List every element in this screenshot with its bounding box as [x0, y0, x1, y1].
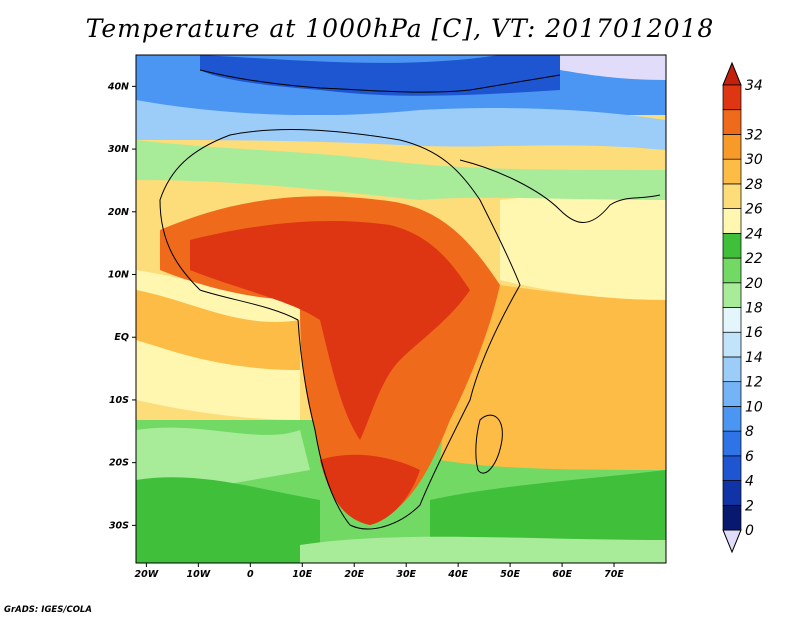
- lat-tick-label: 10N: [108, 270, 129, 281]
- colorbar-cell: [722, 208, 742, 234]
- lat-tick-label: 40N: [107, 81, 129, 92]
- colorbar-cell: [722, 307, 742, 333]
- equatorial-atlantic: [136, 290, 300, 370]
- colorbar-label: 26: [745, 202, 763, 218]
- map-plot-area: [136, 55, 666, 563]
- lon-tick-label: 10E: [292, 569, 312, 580]
- lat-tick-label: 10S: [109, 395, 129, 406]
- colorbar-label: 0: [745, 523, 754, 539]
- europe-coastline: [199, 69, 561, 93]
- lon-tick-label: 20E: [344, 569, 364, 580]
- south-africa-hot: [320, 454, 420, 525]
- colorbar-label: 24: [745, 226, 763, 242]
- latitude-ticks: 40N 30N 20N 10N EQ 10S 20S 30S: [107, 81, 136, 531]
- arabian-sea: [500, 195, 666, 300]
- longitude-ticks: 20W 10W 0 10E 20E 30E 40E 50E 60E 70E: [135, 563, 624, 580]
- colorbar-below-arrow: [722, 529, 742, 554]
- colorbar-cell: [722, 430, 742, 457]
- africa-coastline: [159, 129, 521, 530]
- colorbar-cell: [722, 331, 742, 358]
- arabia-coastline: [459, 159, 661, 223]
- colorbar-cells: [722, 61, 742, 554]
- colorbar-label: 10: [745, 399, 763, 415]
- lon-tick-label: 60E: [552, 569, 572, 580]
- colorbar-label: 32: [745, 127, 763, 143]
- colorbar-label: 34: [745, 78, 763, 94]
- colorbar-cell: [722, 504, 742, 531]
- colorbar-label: 12: [745, 375, 763, 391]
- colorbar-label: 20: [745, 276, 763, 292]
- colorbar-cell: [722, 232, 742, 259]
- colorbar-cell: [722, 381, 742, 407]
- colorbar-label: 28: [745, 177, 763, 193]
- colorbar-cell: [722, 183, 742, 209]
- map-title: Temperature at 1000hPa [C], VT: 20170120…: [85, 14, 715, 43]
- colorbar-label: 16: [745, 325, 763, 341]
- lon-tick-label: 70E: [604, 569, 624, 580]
- grads-credit: GrADS: IGES/COLA: [4, 605, 92, 615]
- colorbar-label: 6: [745, 449, 754, 465]
- lon-tick-label: 20W: [135, 569, 159, 580]
- colorbar-above-arrow: [722, 61, 742, 86]
- colorbar-label: 30: [745, 152, 763, 168]
- lon-tick-label: 40E: [447, 569, 468, 580]
- lat-tick-label: EQ: [114, 332, 129, 343]
- north-africa-cool: [136, 100, 666, 150]
- lat-tick-label: 30N: [108, 144, 129, 155]
- colorbar-cell: [722, 257, 742, 284]
- madagascar-coastline: [475, 414, 503, 474]
- colorbar-cell: [722, 480, 742, 506]
- indian-ocean-warm: [440, 280, 666, 470]
- colorbar-cell: [722, 356, 742, 383]
- far-south-ocean: [300, 536, 666, 563]
- sahara-mild: [136, 140, 666, 200]
- colorbar-label: 2: [745, 498, 754, 514]
- colorbar-cell: [722, 158, 742, 185]
- colorbar-cell: [722, 134, 742, 160]
- colorbar-label: 22: [745, 251, 763, 267]
- lon-tick-label: 10W: [187, 569, 211, 580]
- colorbar-cell: [722, 406, 742, 432]
- lat-tick-label: 30S: [109, 520, 129, 531]
- colorbar-label: 4: [745, 474, 754, 490]
- plot-frame: [135, 54, 667, 564]
- colorbar-cell: [722, 109, 742, 135]
- south-atlantic-cold: [136, 477, 320, 563]
- colorbar-cell: [722, 455, 742, 481]
- colorbar-label: 8: [745, 424, 754, 440]
- colorbar-label: 18: [745, 301, 763, 317]
- colorbar-cell: [722, 84, 742, 111]
- lat-tick-label: 20N: [108, 207, 129, 218]
- colorbar-label: 14: [745, 350, 763, 366]
- lon-tick-label: 30E: [396, 569, 416, 580]
- africa-hottest-core: [190, 220, 470, 440]
- asia-freezing: [560, 55, 666, 80]
- lat-tick-label: 20S: [109, 458, 129, 469]
- colorbar-cell: [722, 282, 742, 308]
- lon-tick-label: 50E: [500, 569, 520, 580]
- lon-tick-label: 0: [247, 569, 254, 580]
